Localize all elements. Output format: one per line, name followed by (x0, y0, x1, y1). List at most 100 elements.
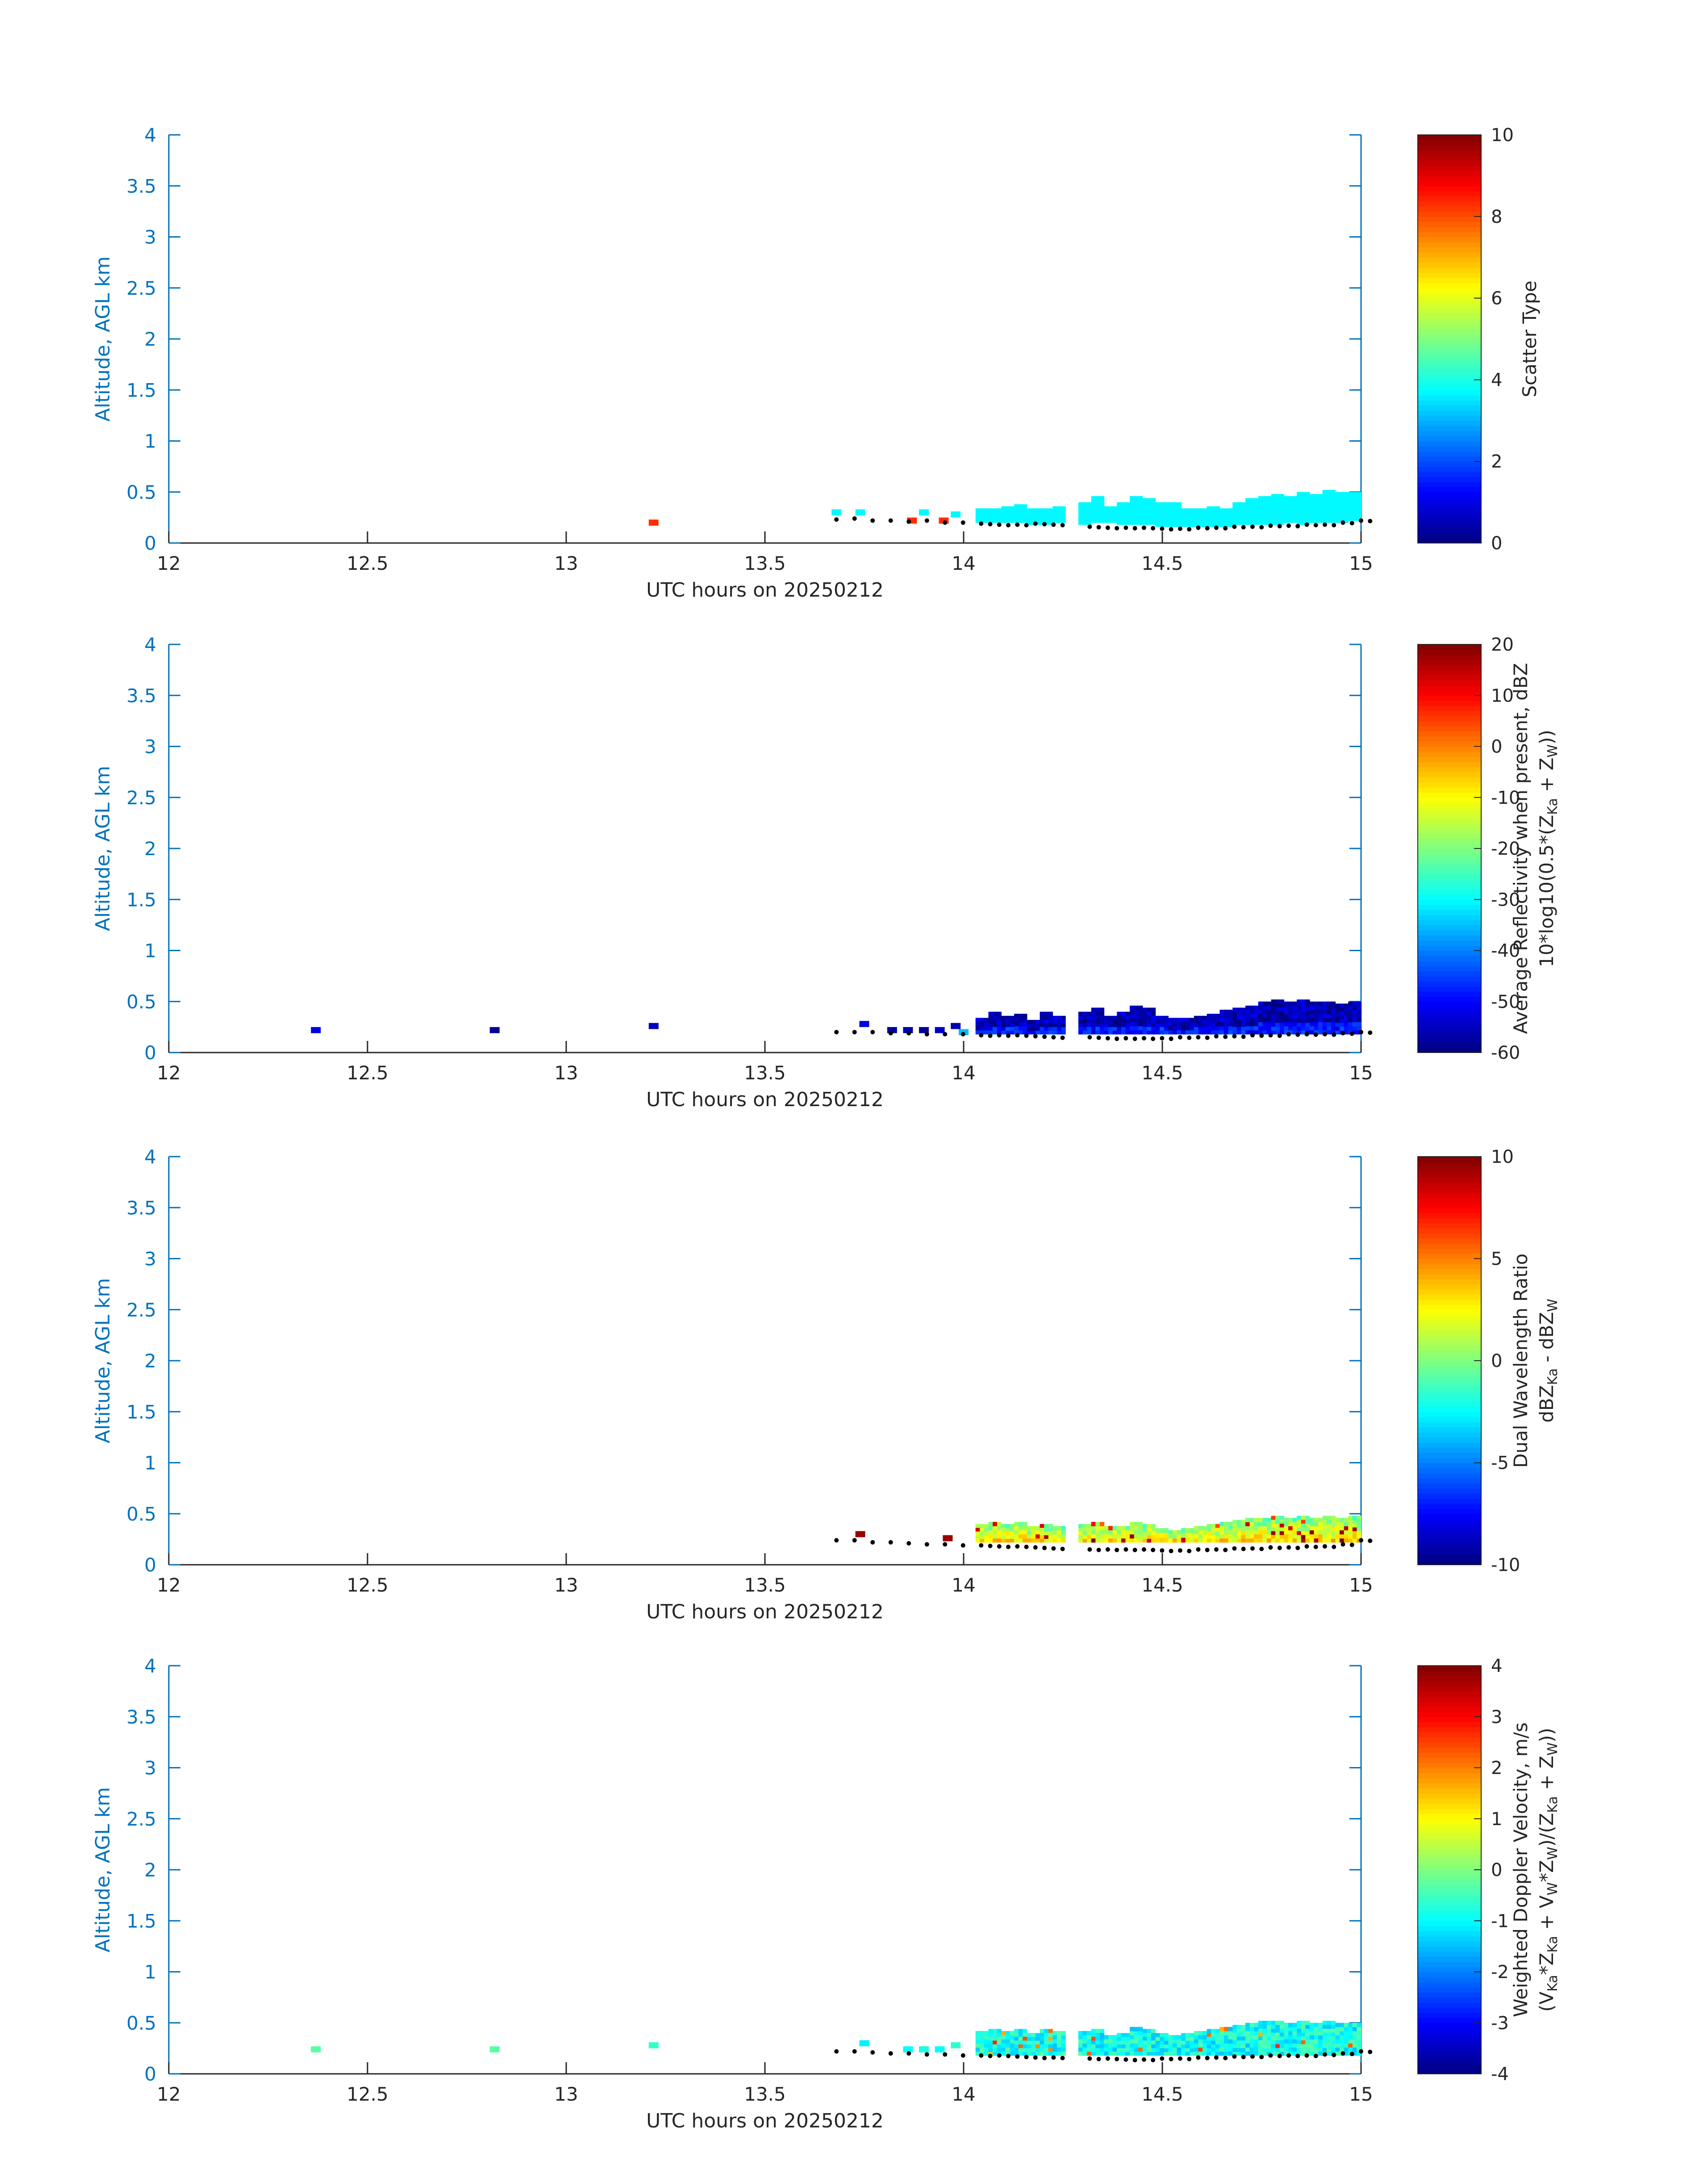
heatmap-cell (1297, 516, 1302, 521)
heatmap-cell (1215, 2044, 1220, 2048)
heatmap-cell (1322, 2036, 1327, 2040)
heatmap-cell (1241, 521, 1246, 525)
heatmap-cell (1357, 516, 1361, 521)
heatmap-cell (1309, 2047, 1315, 2052)
heatmap-cell (1172, 502, 1178, 507)
heatmap-cell (1249, 2022, 1254, 2027)
heatmap-cell (1023, 519, 1027, 523)
heatmap-cell (1130, 508, 1135, 513)
heatmap-cell (1052, 1015, 1057, 1020)
heatmap-cell (1194, 1526, 1199, 1530)
y-tick-label: 3.5 (126, 1706, 156, 1728)
heatmap-cell (1207, 1018, 1211, 1023)
heatmap-cell (1091, 507, 1096, 512)
colorbar-segment (1418, 1992, 1481, 1998)
heatmap-cell (1357, 1018, 1361, 1023)
colorbar-segment (1418, 919, 1481, 926)
heatmap-cell (1297, 999, 1302, 1004)
isolated-cell (489, 1027, 500, 1033)
heatmap-cell (1211, 514, 1216, 519)
colorbar-segment (1418, 695, 1481, 701)
heatmap-cell (1023, 1022, 1027, 1027)
heatmap-cell (1357, 496, 1361, 501)
surface-dot (1259, 1033, 1264, 1038)
heatmap-cell (1134, 516, 1139, 521)
heatmap-cell (1164, 2052, 1169, 2056)
heatmap-cell (1177, 2043, 1182, 2048)
surface-dot (1115, 1547, 1119, 1552)
colorbar-segment (1418, 487, 1481, 493)
heatmap-cell (1219, 2043, 1224, 2048)
heatmap-cell (1104, 1530, 1109, 1535)
heatmap-cell (1335, 1534, 1340, 1539)
heatmap-cell (1048, 1030, 1053, 1035)
heatmap-cell (1185, 508, 1190, 513)
heatmap-cell (1108, 2043, 1113, 2048)
heatmap-cell (1305, 1007, 1310, 1011)
heatmap-cell (1087, 1524, 1092, 1528)
heatmap-cell (1181, 508, 1186, 513)
heatmap-cell (1357, 500, 1361, 505)
heatmap-cell (1262, 1530, 1267, 1535)
heatmap-cell (1297, 512, 1302, 517)
heatmap-cell (1352, 1527, 1357, 1531)
heatmap-cell (984, 2039, 989, 2044)
colorbar-segment (1418, 2038, 1481, 2044)
heatmap-cell (1134, 1026, 1139, 1031)
heatmap-cell (1099, 2036, 1105, 2041)
heatmap-cell (1232, 1007, 1237, 1012)
heatmap-cell (1005, 1030, 1011, 1035)
heatmap-cell (1232, 1011, 1237, 1016)
heatmap-cell (1245, 1005, 1250, 1010)
heatmap-cell (1254, 2039, 1259, 2044)
heatmap-cell (1018, 519, 1023, 523)
heatmap-cell (1147, 513, 1152, 518)
colorbar-segment (1418, 950, 1481, 956)
colorbar-segment (1418, 675, 1481, 681)
heatmap-cell (1048, 2052, 1053, 2056)
heatmap-cell (1177, 1530, 1182, 1535)
heatmap-cell (1095, 2029, 1100, 2033)
heatmap-cell (1292, 2051, 1297, 2056)
heatmap-cell (1130, 2031, 1135, 2035)
heatmap-cell (1018, 2044, 1023, 2048)
heatmap-cell (1091, 518, 1096, 523)
surface-dot (888, 518, 893, 523)
heatmap-cell (1254, 2051, 1259, 2056)
heatmap-cell (1142, 498, 1147, 502)
heatmap-cell (1155, 1019, 1160, 1024)
y-tick-label: 0.5 (126, 481, 156, 503)
surface-dot (1006, 523, 1011, 528)
heatmap-cell (1117, 1030, 1122, 1035)
surface-dot (1349, 1031, 1354, 1036)
heatmap-cell (1185, 1533, 1190, 1538)
heatmap-cell (1245, 498, 1250, 502)
heatmap-cell (1014, 1014, 1019, 1018)
heatmap-cell (1091, 2029, 1096, 2033)
heatmap-cell (1331, 2028, 1336, 2033)
heatmap-cell (1125, 502, 1130, 506)
surface-dot (943, 1542, 948, 1547)
colorbar-tick-label: -4 (1491, 2064, 1509, 2085)
heatmap-cell (1203, 2043, 1207, 2048)
heatmap-cell (1258, 1530, 1263, 1535)
heatmap-cell (1018, 1014, 1023, 1018)
heatmap-cell (1194, 508, 1199, 513)
colorbar-segment (1418, 1859, 1481, 1865)
colorbar-segment (1418, 1768, 1481, 1773)
heatmap-cell (1091, 1522, 1096, 1526)
surface-dot (852, 1538, 857, 1543)
heatmap-cell (1236, 2025, 1242, 2029)
colorbar-segment (1418, 349, 1481, 355)
heatmap-cell (1288, 1005, 1293, 1010)
heatmap-cell (1340, 1019, 1345, 1023)
heatmap-cell (1151, 2040, 1156, 2045)
heatmap-cell (1249, 1538, 1254, 1543)
colorbar-segment (1418, 196, 1481, 202)
heatmap-cell (1297, 1030, 1302, 1035)
heatmap-cell (1040, 1524, 1044, 1528)
heatmap-cell (1130, 1030, 1135, 1035)
heatmap-cell (1207, 1538, 1211, 1543)
surface-dot (1060, 1035, 1065, 1040)
heatmap-cell (1134, 2043, 1139, 2048)
